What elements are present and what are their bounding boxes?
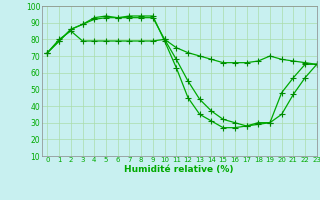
X-axis label: Humidité relative (%): Humidité relative (%) [124,165,234,174]
